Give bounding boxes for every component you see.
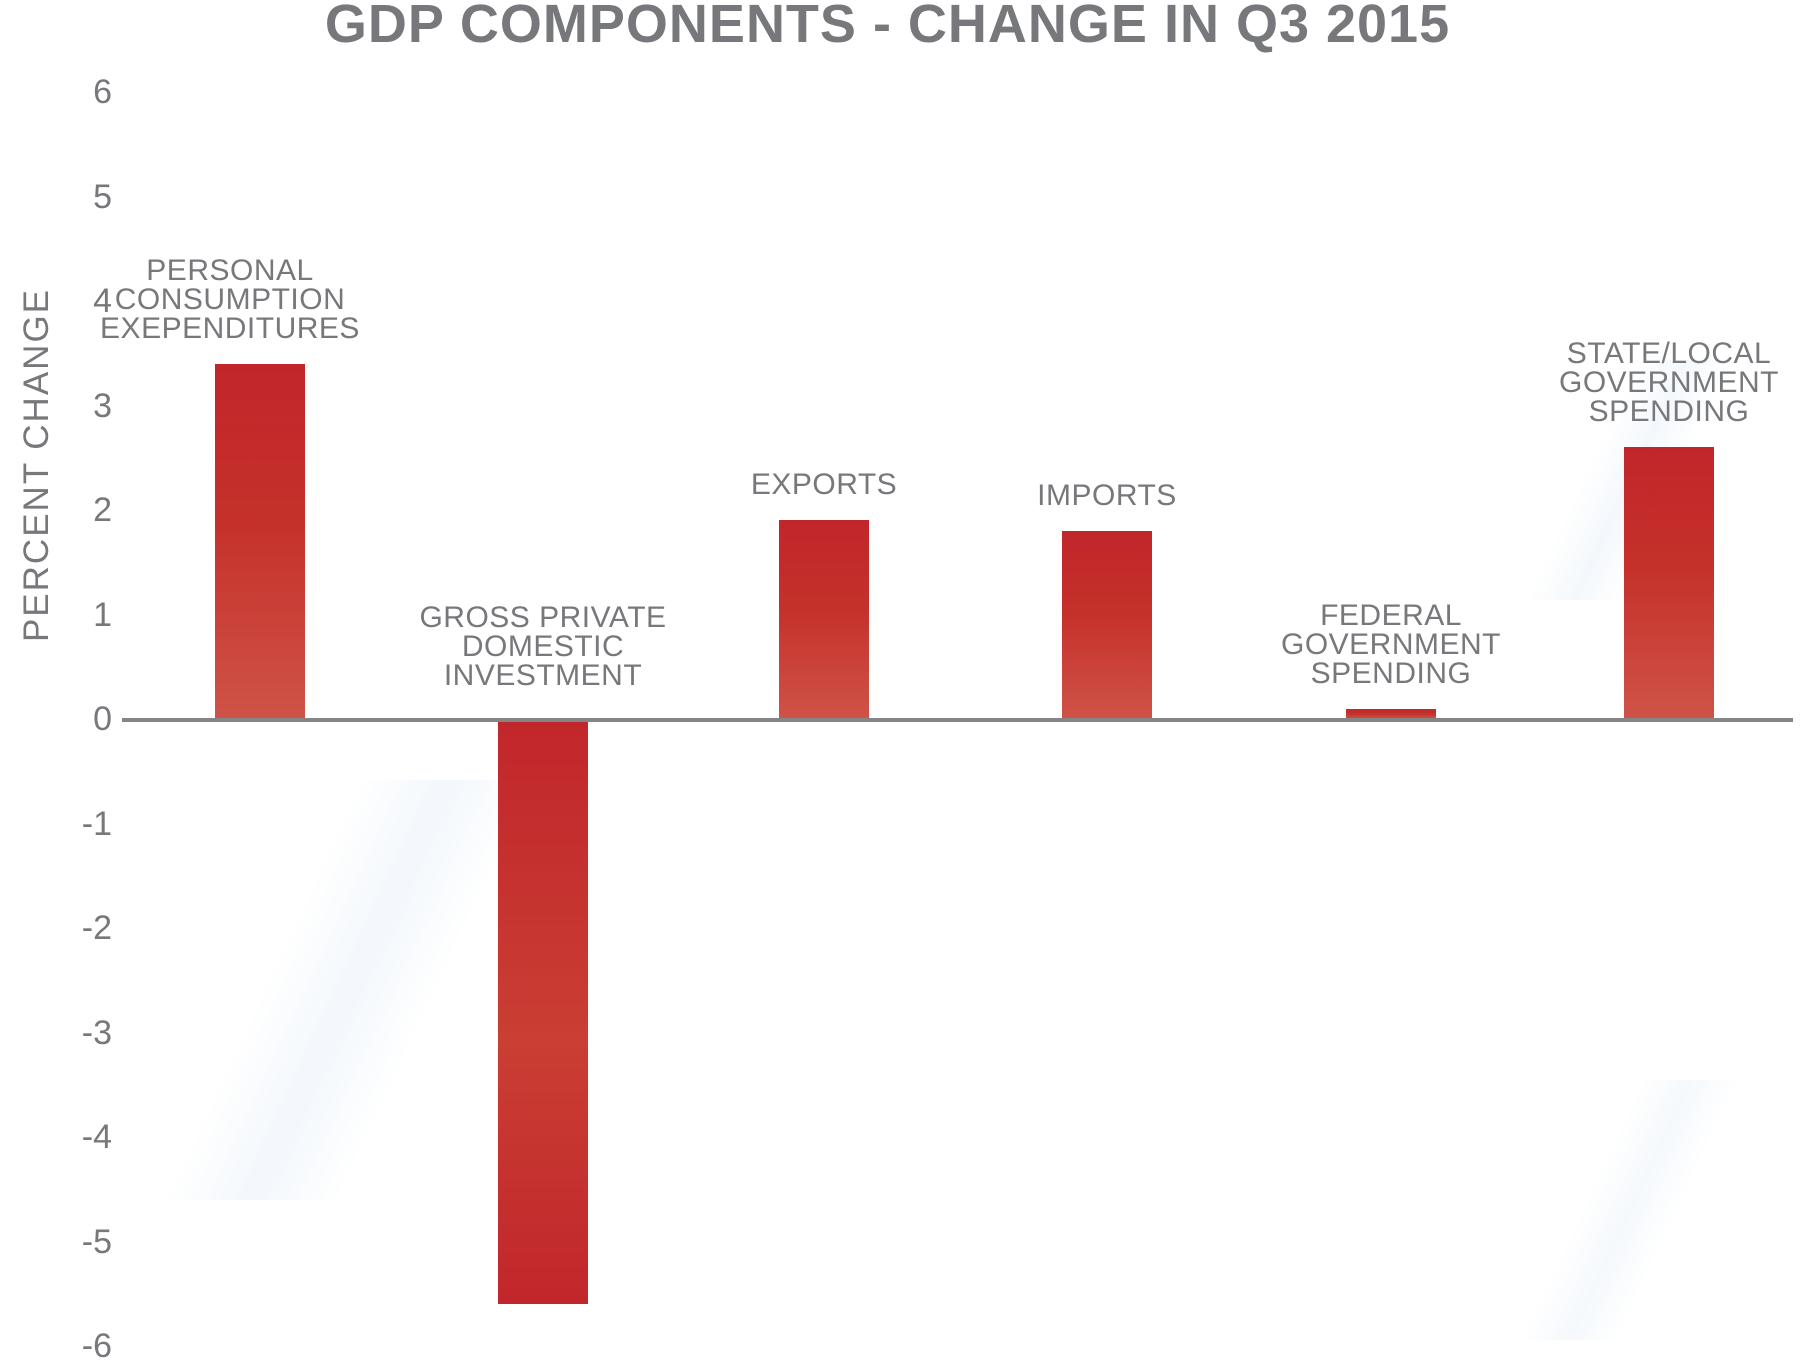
bar-label: EXPORTS (624, 468, 1024, 502)
bar-label-line: EXPORTS (750, 468, 898, 502)
chart-title: GDP COMPONENTS - CHANGE IN Q3 2015 (324, 0, 1451, 54)
y-tick-label: -6 (81, 1327, 112, 1365)
bar-label-line: GOVERNMENT (1558, 366, 1779, 400)
bar-imports (1062, 530, 1152, 719)
bar-gross-private-domestic-investment (498, 719, 588, 1305)
bar-federal-government-spending (1346, 708, 1436, 719)
bar-exports (779, 520, 869, 719)
bar-label: GROSS PRIVATE DOMESTIC INVESTMENT (343, 601, 743, 692)
bar-state-local-government-spending (1624, 447, 1714, 719)
bar-label-line: DOMESTIC (461, 630, 625, 663)
y-tick-label: -4 (81, 1118, 112, 1156)
bar-label-line: STATE/LOCAL (1566, 337, 1772, 371)
y-tick-label: 0 (93, 700, 112, 738)
y-tick-label: 5 (93, 177, 112, 216)
bar-label-line: INVESTMENT (443, 659, 643, 692)
bar-label-line: SPENDING (1588, 395, 1750, 429)
y-tick-label: 6 (93, 73, 112, 111)
bar-label: IMPORTS (907, 478, 1307, 512)
bar-label: PERSONAL CONSUMPTION EXEPENDITURES (30, 253, 430, 345)
bar-label-line: SPENDING (1310, 656, 1472, 690)
background-streak (0, 780, 800, 1200)
x-axis-zero-line (122, 718, 1793, 722)
y-tick-label: 2 (93, 491, 112, 529)
bar-label-line: FEDERAL (1320, 598, 1462, 632)
bar-label-line: EXEPENDITURES (100, 311, 360, 345)
y-tick-label: 1 (93, 595, 112, 634)
bar-label-line: PERSONAL (146, 253, 314, 287)
bar-label-line: IMPORTS (1037, 478, 1177, 512)
background-streak (1450, 1080, 1800, 1340)
bar-label: FEDERAL GOVERNMENT SPENDING (1191, 598, 1591, 690)
bar-label-line: GROSS PRIVATE (419, 601, 667, 634)
y-tick-label: -1 (81, 804, 112, 843)
bar-label-line: GOVERNMENT (1280, 627, 1501, 661)
y-tick-label: 4 (93, 282, 112, 320)
y-tick-label: -5 (81, 1222, 112, 1261)
y-tick-label: -3 (81, 1013, 112, 1052)
bar-personal-consumption-exependitures (215, 363, 305, 719)
bar-label-line: CONSUMPTION (114, 282, 346, 316)
y-tick-label: 3 (93, 386, 112, 425)
y-tick-label: -2 (81, 909, 112, 947)
bar-label: STATE/LOCAL GOVERNMENT SPENDING (1469, 337, 1800, 429)
